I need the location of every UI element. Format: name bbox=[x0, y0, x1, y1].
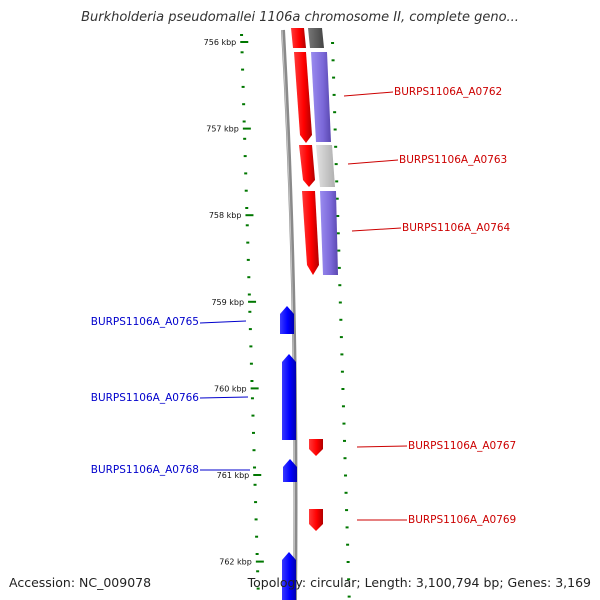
gene-unlabeled-minus-arrow[interactable] bbox=[282, 552, 296, 600]
gene-label-BURPS1106A_A0765[interactable]: BURPS1106A_A0765 bbox=[91, 316, 199, 328]
ruler-label: 757 kbp bbox=[206, 125, 239, 134]
ruler-label: 758 kbp bbox=[209, 211, 242, 220]
label-leader-lines bbox=[199, 91, 408, 521]
gene-labels: BURPS1106A_A0762 BURPS1106A_A0763 BURPS1… bbox=[91, 86, 517, 526]
ruler-ticks bbox=[240, 34, 351, 598]
gene-BURPS1106A_A0762-arrow[interactable] bbox=[291, 28, 306, 48]
gene-BURPS1106A_A0767-arrow[interactable] bbox=[309, 439, 323, 456]
gene-BURPS1106A_A0762-body[interactable] bbox=[294, 52, 312, 143]
gene-BURPS1106A_A0764-arrow[interactable] bbox=[302, 191, 319, 275]
topology-text: Topology: circular; Length: 3,100,794 bp… bbox=[247, 575, 591, 590]
gene-BURPS1106A_A0765-arrow[interactable] bbox=[280, 306, 294, 334]
ruler-label: 761 kbp bbox=[217, 471, 250, 480]
feature-track-outer bbox=[308, 28, 338, 275]
accession-text: Accession: NC_009078 bbox=[9, 575, 152, 590]
gene-label-BURPS1106A_A0762[interactable]: BURPS1106A_A0762 bbox=[394, 86, 502, 98]
chromosome-backbone bbox=[281, 29, 298, 600]
gene-label-BURPS1106A_A0769[interactable]: BURPS1106A_A0769 bbox=[408, 514, 516, 526]
gene-label-BURPS1106A_A0766[interactable]: BURPS1106A_A0766 bbox=[91, 392, 200, 404]
ruler-label: 762 kbp bbox=[219, 558, 252, 567]
gene-BURPS1106A_A0766-arrow[interactable] bbox=[282, 354, 296, 440]
gene-label-BURPS1106A_A0768[interactable]: BURPS1106A_A0768 bbox=[91, 464, 199, 476]
ruler-label: 760 kbp bbox=[214, 384, 247, 393]
gene-BURPS1106A_A0763-arrow[interactable] bbox=[299, 145, 315, 187]
ruler-label: 759 kbp bbox=[211, 298, 244, 307]
gene-label-BURPS1106A_A0767[interactable]: BURPS1106A_A0767 bbox=[408, 440, 516, 452]
gene-label-BURPS1106A_A0764[interactable]: BURPS1106A_A0764 bbox=[402, 222, 511, 234]
map-title: Burkholderia pseudomallei 1106a chromoso… bbox=[81, 10, 519, 25]
ruler-labels: 756 kbp 757 kbp 758 kbp 759 kbp 760 kbp 761 k… bbox=[204, 38, 264, 567]
gene-label-BURPS1106A_A0763[interactable]: BURPS1106A_A0763 bbox=[399, 154, 507, 166]
ruler-label: 756 kbp bbox=[204, 38, 237, 47]
gene-BURPS1106A_A0768-arrow[interactable] bbox=[283, 459, 297, 482]
gene-BURPS1106A_A0769-arrow[interactable] bbox=[309, 509, 323, 531]
chromosome-backbone-highlight bbox=[281, 29, 295, 600]
